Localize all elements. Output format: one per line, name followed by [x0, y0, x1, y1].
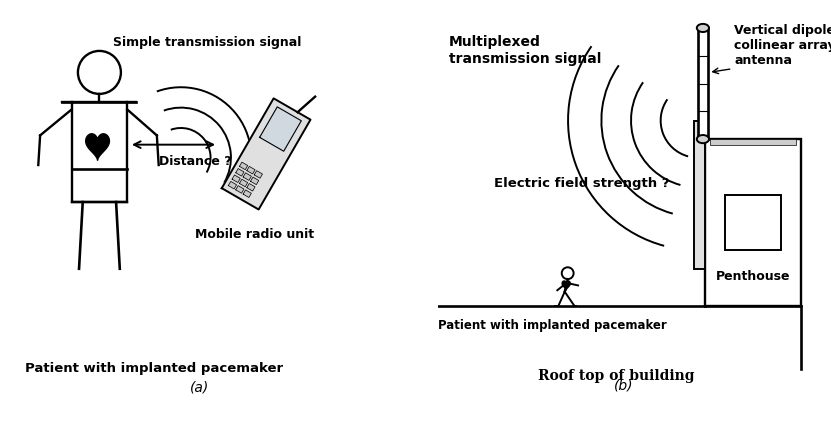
Bar [725, 195, 780, 250]
Text: Multiplexed
transmission signal: Multiplexed transmission signal [449, 35, 602, 66]
Polygon shape [239, 179, 248, 187]
Polygon shape [236, 168, 244, 176]
Bar [705, 139, 801, 306]
Text: Patient with implanted pacemaker: Patient with implanted pacemaker [25, 362, 283, 375]
Polygon shape [236, 186, 244, 193]
Text: Vertical dipole
collinear array
antenna: Vertical dipole collinear array antenna [735, 24, 831, 67]
Polygon shape [243, 190, 251, 197]
Ellipse shape [696, 135, 709, 143]
Polygon shape [247, 166, 255, 174]
Text: Patient with implanted pacemaker: Patient with implanted pacemaker [438, 319, 666, 332]
Text: Mobile radio unit: Mobile radio unit [195, 228, 315, 241]
Text: Simple transmission signal: Simple transmission signal [113, 36, 301, 49]
Polygon shape [86, 134, 110, 160]
Polygon shape [259, 107, 302, 151]
Text: Electric field strength ?: Electric field strength ? [494, 177, 669, 190]
Polygon shape [247, 184, 255, 191]
Bar [698, 28, 708, 139]
Polygon shape [254, 171, 263, 178]
Text: Penthouse: Penthouse [715, 270, 790, 282]
Polygon shape [562, 281, 570, 290]
Polygon shape [222, 99, 311, 210]
Text: Distance ?: Distance ? [159, 155, 231, 168]
Bar [71, 102, 127, 202]
Text: (a): (a) [189, 381, 209, 395]
Polygon shape [250, 177, 258, 185]
Polygon shape [243, 173, 251, 180]
Polygon shape [229, 181, 237, 189]
Polygon shape [232, 175, 240, 183]
Bar [711, 139, 795, 145]
Text: Roof top of building: Roof top of building [538, 369, 694, 383]
Polygon shape [239, 162, 248, 170]
Bar [694, 120, 705, 269]
Ellipse shape [696, 24, 709, 32]
Text: (b): (b) [613, 379, 633, 393]
